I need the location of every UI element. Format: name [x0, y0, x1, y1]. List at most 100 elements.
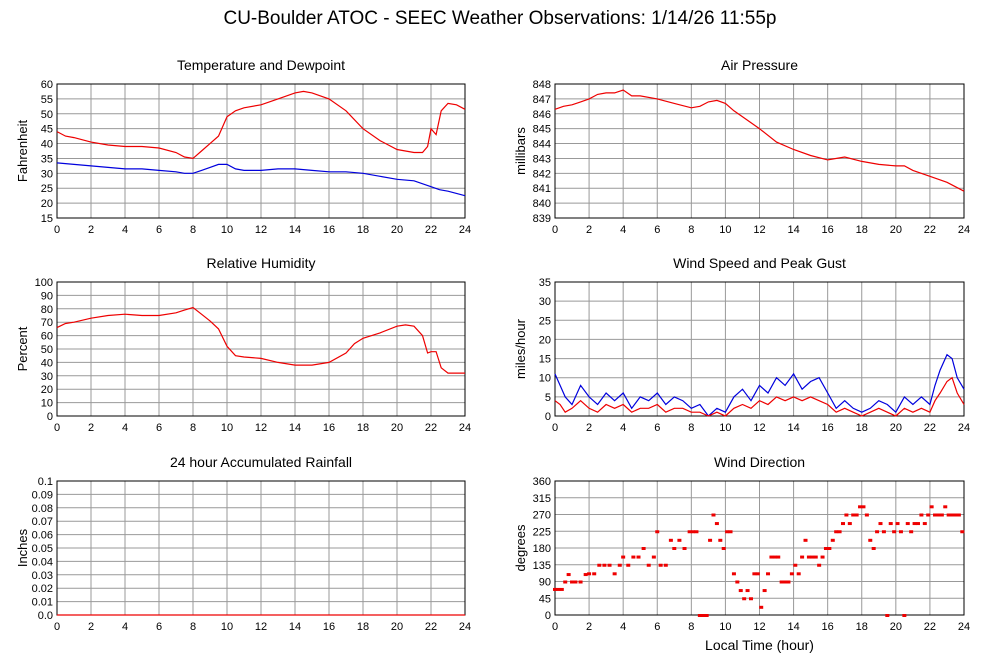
- data-point: [864, 513, 869, 517]
- data-point: [841, 522, 846, 526]
- data-point: [701, 614, 706, 617]
- plot-frame: [554, 83, 965, 219]
- x-tick-label: 10: [221, 621, 233, 633]
- y-axis-label: Inches: [15, 528, 30, 567]
- data-point: [663, 563, 668, 567]
- data-point: [766, 572, 771, 576]
- data-point: [631, 555, 636, 559]
- data-point: [617, 563, 622, 567]
- x-tick-label: 18: [357, 621, 369, 633]
- data-point: [813, 555, 818, 559]
- y-axis-label: miles/hour: [513, 318, 528, 379]
- y-tick-label: 20: [539, 334, 551, 346]
- x-tick-label: 6: [654, 621, 660, 633]
- x-tick-label: 20: [391, 422, 403, 434]
- y-tick-label: 0: [545, 411, 551, 423]
- data-point: [748, 597, 753, 601]
- data-point: [830, 538, 835, 542]
- x-tick-label: 10: [221, 224, 233, 236]
- y-tick-label: 0: [47, 411, 53, 423]
- y-tick-label: 10: [539, 373, 551, 385]
- data-point: [868, 538, 873, 542]
- series-line: [56, 90, 466, 160]
- y-tick-label: 30: [41, 168, 53, 180]
- data-point: [939, 513, 944, 517]
- y-tick-label: 848: [533, 79, 551, 91]
- y-tick-label: 847: [533, 94, 551, 106]
- series-line: [554, 376, 965, 417]
- y-tick-label: 135: [533, 560, 551, 572]
- data-point: [892, 530, 897, 534]
- data-point: [844, 513, 849, 517]
- y-tick-label: 15: [41, 213, 53, 225]
- plot-title: 24 hour Accumulated Rainfall: [170, 454, 352, 470]
- data-point: [803, 538, 808, 542]
- data-point: [837, 530, 842, 534]
- x-tick-label: 6: [156, 621, 162, 633]
- x-tick-label: 8: [190, 422, 196, 434]
- x-tick-label: 14: [787, 224, 799, 236]
- data-point: [806, 555, 811, 559]
- data-point: [933, 513, 938, 517]
- y-tick-label: 846: [533, 109, 551, 121]
- x-tick-label: 4: [122, 422, 128, 434]
- x-tick-label: 2: [586, 422, 592, 434]
- plot-title: Air Pressure: [721, 57, 798, 73]
- y-tick-label: 0.06: [32, 530, 53, 542]
- y-tick-label: 270: [533, 510, 551, 522]
- x-tick-label: 12: [753, 224, 765, 236]
- data-point: [755, 572, 760, 576]
- y-tick-label: 0: [545, 610, 551, 622]
- x-tick-label: 6: [156, 422, 162, 434]
- data-point: [926, 513, 931, 517]
- data-point: [881, 530, 886, 534]
- data-point: [776, 555, 781, 559]
- x-tick-label: 8: [190, 621, 196, 633]
- data-point: [672, 547, 677, 550]
- y-tick-label: 55: [41, 94, 53, 106]
- data-point: [922, 522, 927, 526]
- data-point: [895, 522, 900, 526]
- x-tick-label: 20: [391, 621, 403, 633]
- data-point: [735, 580, 740, 584]
- x-tick-label: 8: [190, 224, 196, 236]
- data-point: [810, 555, 815, 559]
- x-tick-label: 4: [122, 621, 128, 633]
- plot-frame: [56, 281, 466, 417]
- series-line: [56, 162, 466, 197]
- x-tick-label: 18: [856, 224, 868, 236]
- data-point: [786, 580, 791, 584]
- data-point: [915, 522, 920, 526]
- x-tick-label: 0: [552, 224, 558, 236]
- data-point: [817, 563, 822, 567]
- y-tick-label: 90: [41, 290, 53, 302]
- data-point: [793, 563, 798, 567]
- data-point: [697, 614, 702, 617]
- data-point: [553, 587, 557, 591]
- data-point: [677, 538, 682, 542]
- y-tick-label: 0.04: [32, 556, 53, 568]
- y-tick-label: 35: [41, 153, 53, 165]
- x-tick-label: 16: [822, 224, 834, 236]
- y-tick-label: 5: [545, 392, 551, 404]
- data-point: [704, 614, 709, 617]
- x-tick-label: 10: [719, 422, 731, 434]
- x-tick-label: 10: [719, 224, 731, 236]
- data-point: [745, 589, 750, 593]
- y-tick-label: 25: [539, 315, 551, 327]
- x-tick-label: 12: [753, 422, 765, 434]
- data-point: [587, 572, 592, 576]
- y-tick-label: 0.01: [32, 597, 53, 609]
- data-point: [956, 513, 961, 517]
- y-tick-label: 70: [41, 317, 53, 329]
- x-tick-label: 2: [88, 422, 94, 434]
- plot-frame: [56, 83, 466, 219]
- y-tick-label: 0.03: [32, 570, 53, 582]
- data-point: [612, 572, 617, 576]
- y-tick-label: 0.07: [32, 516, 53, 528]
- data-point: [779, 580, 784, 584]
- x-tick-label: 24: [459, 621, 471, 633]
- y-tick-label: 40: [41, 139, 53, 151]
- plot-title: Wind Direction: [714, 454, 805, 470]
- x-tick-label: 14: [787, 422, 799, 434]
